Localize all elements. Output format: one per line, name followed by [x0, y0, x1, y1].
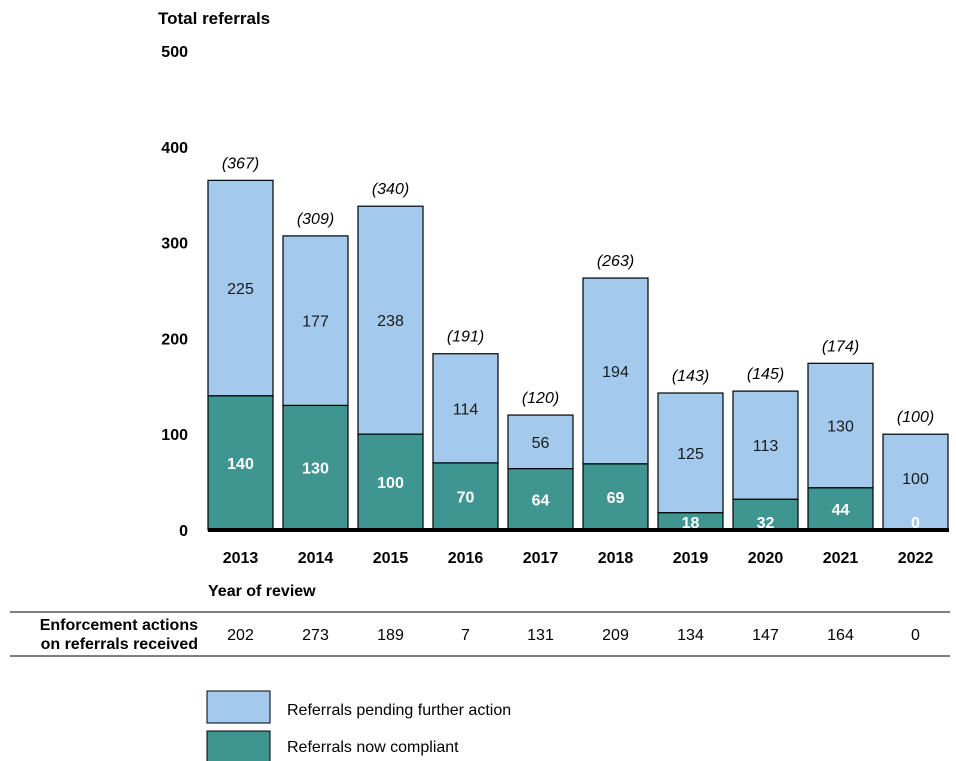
bar-pending: [732, 390, 799, 500]
x-tick-label: 2020: [748, 550, 784, 567]
bar-compliant-label: 69: [607, 490, 625, 507]
bar-compliant: [207, 395, 274, 531]
bar-compliant-label: 64: [532, 492, 550, 509]
x-tick-label: 2018: [598, 550, 634, 567]
table-value: 0: [911, 627, 920, 644]
x-tick-label: 2016: [448, 550, 484, 567]
table-value: 189: [377, 627, 404, 644]
bar-pending-label: 113: [753, 438, 779, 455]
bar-compliant: [282, 404, 349, 531]
y-tick-label: 400: [161, 140, 188, 157]
table-header-line2: on referrals received: [41, 636, 198, 653]
bar-compliant-label: 130: [302, 461, 329, 478]
y-tick-label: 500: [161, 44, 188, 61]
bar-pending-label: 238: [377, 313, 404, 330]
bar-pending: [582, 277, 649, 465]
enforcement-table: Enforcement actions on referrals receive…: [10, 611, 950, 657]
x-axis-ticks: 2013 2014 2015 2016 2017 2018 2019 2020 2021 2022: [223, 550, 934, 567]
x-tick-label: 2021: [823, 550, 859, 567]
bar-pending-label: 194: [602, 364, 629, 381]
x-tick-label: 2022: [898, 550, 934, 567]
bar-total-label: (191): [447, 329, 484, 346]
bar-compliant-label: 70: [457, 489, 475, 506]
legend: Referrals pending further action Referra…: [206, 690, 511, 761]
legend-label-pending: Referrals pending further action: [287, 702, 511, 719]
y-tick-label: 300: [161, 236, 188, 253]
bar-pending-label: 130: [827, 419, 854, 436]
legend-label-compliant: Referrals now compliant: [287, 739, 459, 756]
bar-pending-label: 56: [532, 435, 550, 452]
table-values: 202 273 189 7 131 209 134 147 164 0: [227, 627, 920, 644]
table-value: 273: [302, 627, 329, 644]
bar-compliant-label: 100: [377, 475, 404, 492]
y-tick-label: 100: [161, 427, 188, 444]
y-axis-title: Total referrals: [158, 9, 270, 28]
table-value: 134: [677, 627, 704, 644]
table-header-line1: Enforcement actions: [40, 617, 198, 634]
bar-compliant: [732, 498, 799, 531]
bar-total-label: (100): [897, 409, 934, 426]
bar-pending-label: 100: [902, 471, 929, 488]
bar-total-label: (309): [297, 211, 334, 228]
x-axis-title: Year of review: [208, 583, 316, 600]
x-tick-label: 2019: [673, 550, 709, 567]
y-tick-label: 200: [161, 331, 188, 348]
x-tick-label: 2014: [298, 550, 334, 567]
bar-compliant: [357, 433, 424, 531]
legend-swatch-compliant: [206, 730, 271, 761]
bar-pending: [807, 362, 874, 489]
bar-total-label: (174): [822, 338, 859, 355]
bar-pending-label: 225: [227, 281, 254, 298]
bars: (367) 225 140 (309) 177 130 (340) 238 100 (191) 11…: [207, 155, 949, 532]
table-value: 209: [602, 627, 629, 644]
x-tick-label: 2017: [523, 550, 559, 567]
table-value: 131: [527, 627, 554, 644]
table-value: 164: [827, 627, 854, 644]
table-value: 7: [461, 627, 470, 644]
x-tick-label: 2013: [223, 550, 259, 567]
bar-total-label: (145): [747, 366, 784, 383]
bar-pending-label: 125: [677, 446, 704, 463]
x-tick-label: 2015: [373, 550, 409, 567]
bar-compliant: [432, 462, 499, 531]
bar-total-label: (143): [672, 368, 709, 385]
bar-compliant-label: 32: [757, 515, 775, 532]
y-axis-ticks: 0 100 200 300 400 500: [161, 44, 188, 540]
bar-compliant: [582, 463, 649, 531]
bar-pending: [282, 235, 349, 407]
bar-compliant-label: 0: [911, 515, 920, 532]
table-value: 202: [227, 627, 254, 644]
bar-pending-label: 114: [453, 401, 479, 418]
bar-pending: [357, 205, 424, 435]
legend-swatch-pending: [206, 690, 271, 724]
bar-pending-label: 177: [302, 314, 329, 331]
bar-total-label: (263): [597, 253, 634, 270]
bar-total-label: (120): [522, 390, 559, 407]
bar-compliant-label: 140: [227, 456, 254, 473]
bar-total-label: (340): [372, 181, 409, 198]
bar-compliant: [807, 487, 874, 531]
y-tick-label: 0: [179, 523, 188, 540]
bar-compliant: [507, 468, 574, 531]
bar-total-label: (367): [222, 155, 259, 172]
bar-pending: [207, 179, 274, 397]
bar-compliant-label: 44: [832, 502, 850, 519]
bar-compliant-label: 18: [682, 515, 700, 532]
table-value: 147: [752, 627, 779, 644]
